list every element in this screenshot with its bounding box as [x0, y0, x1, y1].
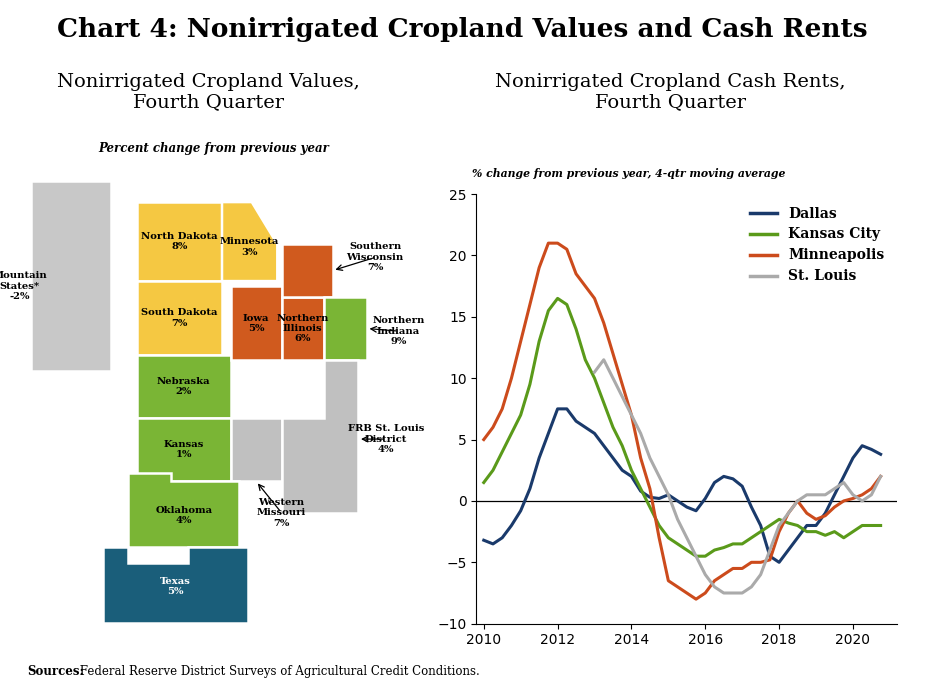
Polygon shape [137, 281, 222, 355]
Text: Oklahoma
4%: Oklahoma 4% [155, 506, 212, 525]
Text: Northern
Illinois
6%: Northern Illinois 6% [277, 313, 329, 344]
Text: Texas
5%: Texas 5% [160, 577, 191, 596]
Polygon shape [137, 418, 230, 481]
Text: Federal Reserve District Surveys of Agricultural Credit Conditions.: Federal Reserve District Surveys of Agri… [76, 665, 479, 678]
Polygon shape [281, 244, 333, 297]
Text: % change from previous year, 4-qtr moving average: % change from previous year, 4-qtr movin… [472, 168, 785, 179]
Polygon shape [31, 181, 111, 371]
Polygon shape [137, 202, 222, 281]
Text: Kansas
1%: Kansas 1% [164, 440, 204, 459]
Polygon shape [230, 418, 281, 481]
Text: Minnesota
3%: Minnesota 3% [220, 237, 279, 256]
Polygon shape [137, 355, 230, 418]
Text: South Dakota
7%: South Dakota 7% [142, 308, 217, 328]
Text: Percent change from previous year: Percent change from previous year [98, 141, 329, 155]
Polygon shape [230, 286, 281, 360]
Text: Nebraska
2%: Nebraska 2% [157, 377, 211, 396]
Text: Iowa
5%: Iowa 5% [242, 313, 269, 333]
Polygon shape [324, 297, 366, 360]
Text: Northern
Indiana
9%: Northern Indiana 9% [373, 316, 425, 346]
Text: FRB St. Louis
District
4%: FRB St. Louis District 4% [348, 424, 424, 454]
Text: Nonirrigated Cropland Cash Rents,
Fourth Quarter: Nonirrigated Cropland Cash Rents, Fourth… [496, 73, 845, 112]
Text: Nonirrigated Cropland Values,
Fourth Quarter: Nonirrigated Cropland Values, Fourth Qua… [56, 73, 360, 112]
Polygon shape [281, 360, 358, 513]
Polygon shape [103, 547, 248, 624]
Text: Southern
Wisconsin
7%: Southern Wisconsin 7% [347, 243, 404, 272]
Text: Chart 4: Nonirrigated Cropland Values and Cash Rents: Chart 4: Nonirrigated Cropland Values an… [57, 17, 868, 42]
Polygon shape [129, 473, 239, 547]
Text: Sources:: Sources: [28, 665, 84, 678]
Legend: Dallas, Kansas City, Minneapolis, St. Louis: Dallas, Kansas City, Minneapolis, St. Lo… [744, 201, 890, 289]
Polygon shape [222, 202, 278, 281]
Polygon shape [281, 297, 324, 360]
Text: Western
Missouri
7%: Western Missouri 7% [257, 498, 306, 528]
Text: Mountain
States*
-2%: Mountain States* -2% [0, 272, 47, 301]
Text: North Dakota
8%: North Dakota 8% [142, 232, 217, 252]
